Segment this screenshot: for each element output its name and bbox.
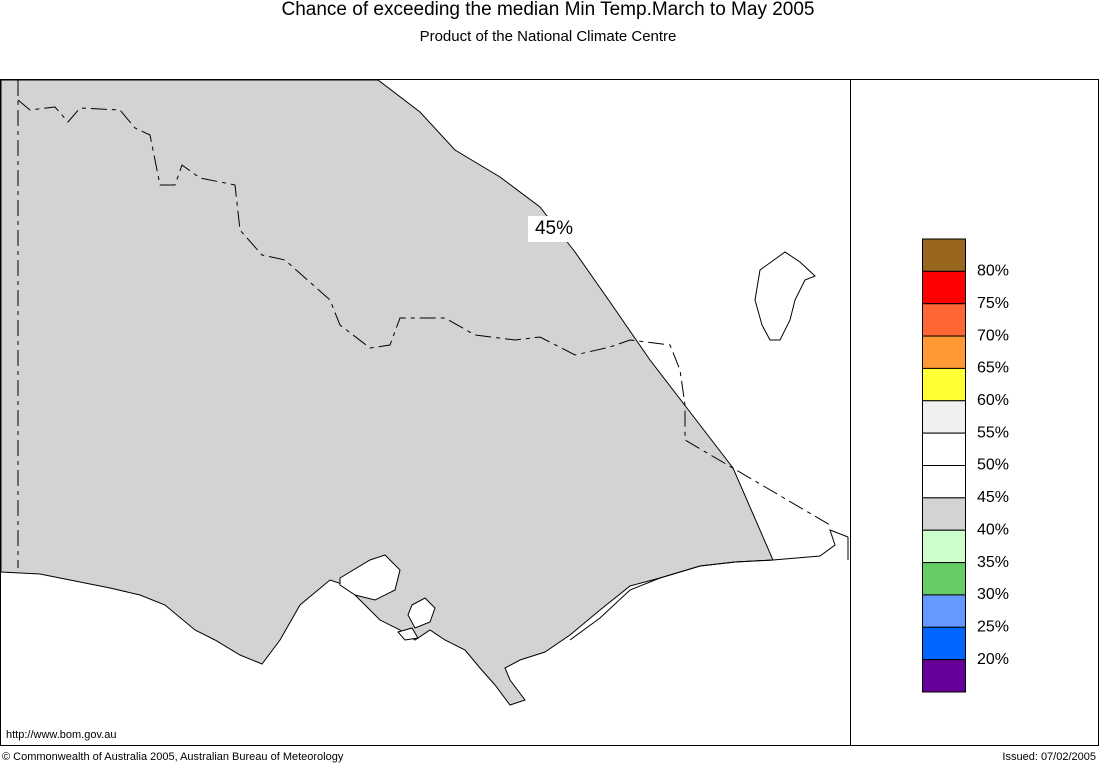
title: Chance of exceeding the median Min Temp.… [281,0,814,20]
legend-label: 40% [977,521,1009,538]
legend-swatch [922,303,966,337]
legend-swatch [922,270,966,305]
legend-swatch [922,465,966,499]
legend-swatch [922,562,966,596]
legend-swatch [922,659,966,693]
state-border [17,80,831,568]
legend-label: 25% [977,619,1009,636]
legend-panel [850,79,1099,746]
legend: 80% 75% 70% 65% 60% 55% 50% 45% 40% 35% 30% 25% 20% [922,238,1009,693]
island [754,251,816,341]
land-region [0,79,774,706]
copyright: © Commonwealth of Australia 2005, Austra… [2,751,344,763]
region-label: 45% [535,218,573,239]
legend-swatch [922,594,966,628]
legend-swatch [922,529,966,564]
islands [397,597,436,641]
legend-label: 80% [977,263,1009,280]
url: http://www.bom.gov.au [6,729,116,741]
legend-swatch [922,335,966,369]
coast-east [569,529,849,641]
issued: Issued: 07/02/2005 [1002,751,1096,763]
legend-label: 55% [977,424,1009,441]
legend-swatch [922,626,966,661]
legend-swatch [922,238,966,272]
legend-label: 50% [977,457,1009,474]
legend-swatch [922,400,966,434]
region-label-box [528,216,580,242]
legend-swatch [922,432,966,466]
legend-label: 70% [977,327,1009,344]
legend-label: 75% [977,295,1009,312]
legend-label: 65% [977,360,1009,377]
legend-label: 60% [977,392,1009,409]
frame-edge [0,80,849,745]
legend-label: 45% [977,489,1009,506]
legend-swatch [922,367,966,402]
legend-label: 20% [977,651,1009,668]
legend-label: 35% [977,554,1009,571]
bay [339,554,401,601]
legend-label: 30% [977,586,1009,603]
map: 45% http://www.bom.gov.au [0,79,851,746]
subtitle: Product of the National Climate Centre [420,28,677,45]
legend-swatch [922,497,966,531]
